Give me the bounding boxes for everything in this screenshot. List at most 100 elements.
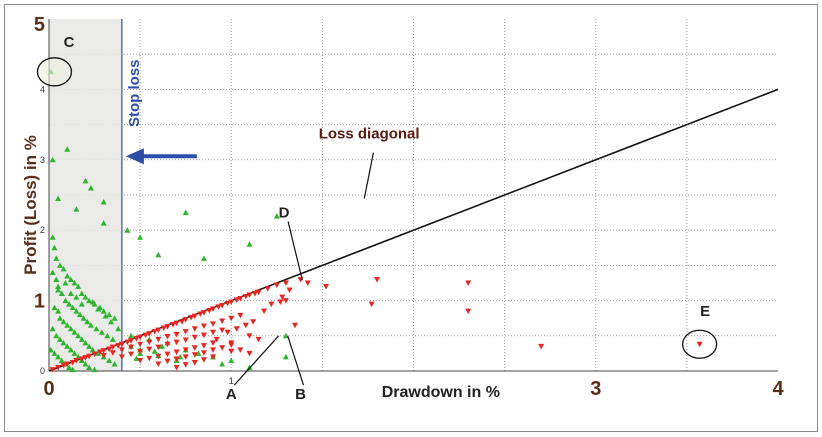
- red-point: [173, 364, 180, 371]
- x-tick-label: 1: [229, 376, 234, 386]
- green-point: [246, 364, 253, 370]
- red-point: [273, 282, 280, 289]
- red-point: [696, 341, 703, 348]
- red-point: [242, 293, 249, 300]
- green-point: [78, 336, 85, 342]
- scatter-chart: Stop loss Loss diagonal 0 1 3 4 0 1 2 3 4 5 Profi…: [21, 14, 785, 403]
- green-point: [67, 325, 74, 332]
- red-point: [173, 356, 180, 363]
- green-point: [67, 290, 74, 297]
- green-point: [53, 276, 60, 282]
- x-tick-label: 4: [772, 378, 784, 400]
- stop-loss-arrow-icon: [125, 148, 144, 165]
- red-point: [228, 340, 235, 346]
- red-point: [100, 348, 107, 354]
- red-point: [146, 331, 153, 337]
- red-point: [374, 276, 381, 283]
- green-point: [51, 350, 58, 356]
- y-tick-label: 5: [34, 14, 45, 36]
- red-point: [118, 354, 125, 360]
- green-point: [71, 350, 78, 356]
- red-point: [255, 289, 262, 296]
- loss-diagonal-pointer: [363, 152, 374, 199]
- red-point: [228, 299, 235, 306]
- red-point: [261, 308, 268, 315]
- green-point: [66, 364, 73, 370]
- annotation-c: C: [64, 34, 75, 51]
- x-tick-label: 3: [590, 378, 601, 400]
- green-point: [100, 220, 107, 226]
- green-point: [78, 290, 85, 297]
- red-point: [155, 353, 162, 360]
- red-point: [237, 347, 244, 353]
- red-point: [277, 299, 284, 306]
- green-point: [219, 360, 226, 367]
- red-point: [118, 341, 125, 348]
- red-point: [282, 280, 289, 286]
- annotations: C D A B E: [36, 34, 718, 403]
- loss-diagonal-label: Loss diagonal: [319, 126, 420, 143]
- red-point: [210, 354, 217, 360]
- green-point: [82, 360, 89, 367]
- red-point: [224, 300, 231, 307]
- red-point: [115, 343, 122, 349]
- green-point: [155, 251, 162, 258]
- green-point: [51, 244, 58, 251]
- red-point: [191, 313, 198, 320]
- y-axis-title: Profit (Loss) in %: [21, 135, 40, 275]
- red-point: [182, 337, 189, 344]
- red-point: [164, 334, 171, 340]
- y-tick-label: 0: [40, 366, 45, 376]
- red-point: [323, 284, 330, 290]
- red-point: [155, 361, 162, 367]
- red-point: [97, 349, 104, 355]
- green-point: [47, 346, 54, 353]
- green-point: [95, 350, 102, 356]
- red-point: [368, 301, 375, 308]
- y-tick-label: 1: [34, 291, 45, 313]
- green-point: [62, 297, 69, 304]
- data-points: [47, 68, 703, 373]
- green-point: [82, 294, 89, 300]
- red-point: [219, 327, 226, 334]
- green-point: [71, 329, 78, 335]
- green-point: [104, 332, 111, 339]
- green-point: [66, 301, 73, 307]
- red-point: [210, 321, 217, 327]
- green-point: [151, 348, 158, 354]
- red-point: [128, 344, 135, 351]
- green-point: [246, 241, 253, 247]
- green-point: [100, 199, 107, 205]
- x-axis-title: Drawdown in %: [382, 384, 500, 401]
- tick-labels: 0 1 3 4 0 1 2 3 4 5: [34, 14, 785, 400]
- axis-titles: Profit (Loss) in % Drawdown in %: [21, 135, 500, 401]
- red-point: [282, 298, 289, 304]
- green-point: [49, 269, 56, 275]
- y-tick-label: 3: [40, 155, 45, 165]
- green-point: [158, 343, 165, 349]
- axes: [48, 19, 778, 372]
- green-point: [89, 299, 96, 305]
- stop-loss-label: Stop loss: [126, 59, 143, 127]
- green-point: [80, 315, 87, 321]
- red-point: [279, 294, 286, 301]
- y-tick-label: 2: [40, 225, 45, 235]
- red-point: [146, 355, 153, 362]
- red-point: [191, 326, 198, 332]
- red-point: [292, 322, 299, 329]
- annotation-circle: [681, 329, 718, 359]
- green-point: [82, 339, 89, 346]
- green-point: [86, 297, 93, 304]
- green-point: [55, 353, 62, 360]
- green-point: [91, 366, 98, 373]
- red-point: [142, 332, 149, 339]
- red-point: [137, 348, 144, 355]
- red-point: [151, 329, 158, 335]
- red-point: [228, 348, 235, 355]
- green-point: [58, 357, 65, 363]
- green-point: [62, 280, 69, 286]
- red-point: [191, 345, 198, 351]
- red-point: [173, 349, 180, 355]
- red-point: [255, 336, 262, 343]
- red-point: [191, 334, 198, 341]
